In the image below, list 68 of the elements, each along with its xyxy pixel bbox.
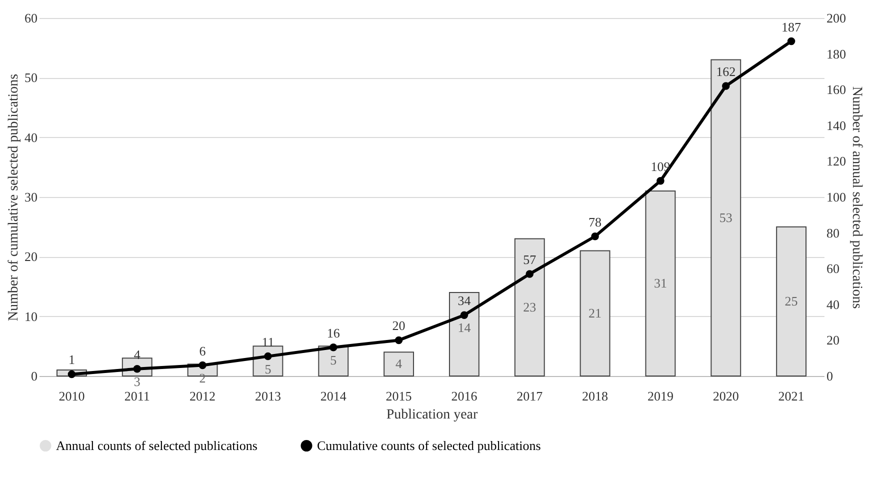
x-tick-label: 2013: [254, 388, 281, 404]
point: [68, 370, 76, 378]
point: [787, 37, 796, 46]
y-tick-label: 40: [24, 130, 38, 145]
point: [330, 343, 338, 352]
y-tick-label: 30: [24, 190, 38, 204]
data-label: 5: [330, 352, 337, 368]
x-tick-label: 2021: [778, 388, 804, 404]
data-label: 187: [782, 19, 802, 34]
data-label: 109: [650, 158, 670, 174]
x-tick-label: 2012: [190, 388, 216, 404]
y-tick-label: 20: [24, 249, 38, 264]
data-label: 34: [458, 293, 472, 308]
point: [591, 232, 599, 240]
data-label: 5: [264, 361, 272, 376]
y-axis-title: Number of cumulative selected publications: [6, 74, 22, 322]
y2-tick-label: 160: [826, 82, 846, 98]
y-tick-label: 60: [24, 10, 38, 26]
point: [526, 270, 534, 278]
bar: [384, 352, 414, 376]
x-tick-label: 2015: [386, 388, 412, 404]
point: [722, 82, 730, 90]
data-label: 53: [719, 210, 732, 225]
y2-axis-title: Number of annual selected publications: [849, 86, 864, 309]
data-label: 4: [396, 356, 403, 372]
x-tick-label: 2011: [124, 388, 150, 404]
data-label: 78: [588, 214, 602, 230]
data-label: 6: [199, 343, 206, 358]
data-label: 57: [523, 252, 537, 267]
point: [460, 311, 468, 320]
data-label: 31: [654, 276, 667, 291]
x-tick-label: 2020: [712, 388, 739, 404]
x-tick-label: 2017: [516, 388, 544, 404]
x-tick-label: 2016: [451, 388, 478, 404]
data-label: 20: [392, 318, 406, 334]
data-label: 162: [716, 64, 736, 80]
y2-tick-label: 80: [826, 225, 840, 240]
y2-tick-label: 200: [826, 10, 846, 26]
data-label: 16: [326, 325, 340, 340]
x-axis-title: Publication year: [386, 408, 478, 422]
y2-tick-label: 60: [826, 261, 840, 276]
y2-tick-label: 180: [826, 46, 846, 62]
x-tick-label: 2014: [320, 388, 347, 404]
legend-label: Cumulative counts of selected publications: [317, 438, 541, 453]
point: [264, 352, 272, 360]
data-label: 14: [458, 320, 472, 336]
y2-tick-label: 140: [826, 118, 846, 133]
legend-label: Annual counts of selected publications: [56, 438, 258, 453]
point: [394, 336, 403, 344]
data-label: 23: [523, 299, 536, 314]
data-label: 25: [784, 293, 798, 308]
y2-tick-label: 20: [826, 332, 840, 348]
y-tick-label: 10: [24, 308, 38, 324]
y2-tick-label: 0: [826, 368, 833, 384]
y-tick-label: 50: [24, 70, 38, 86]
x-tick-label: 2019: [647, 388, 674, 404]
x-tick-label: 2010: [58, 388, 85, 404]
y2-tick-label: 40: [826, 296, 840, 312]
y-tick-label: 0: [31, 368, 38, 384]
data-label: 1: [68, 352, 75, 368]
point: [198, 361, 206, 370]
y2-tick-label: 100: [826, 190, 846, 204]
data-label: 3: [134, 374, 140, 389]
y2-tick-label: 120: [826, 154, 846, 169]
point: [656, 177, 664, 185]
data-label: 11: [262, 334, 274, 350]
data-label: 21: [588, 305, 602, 320]
x-tick-label: 2018: [582, 388, 608, 404]
